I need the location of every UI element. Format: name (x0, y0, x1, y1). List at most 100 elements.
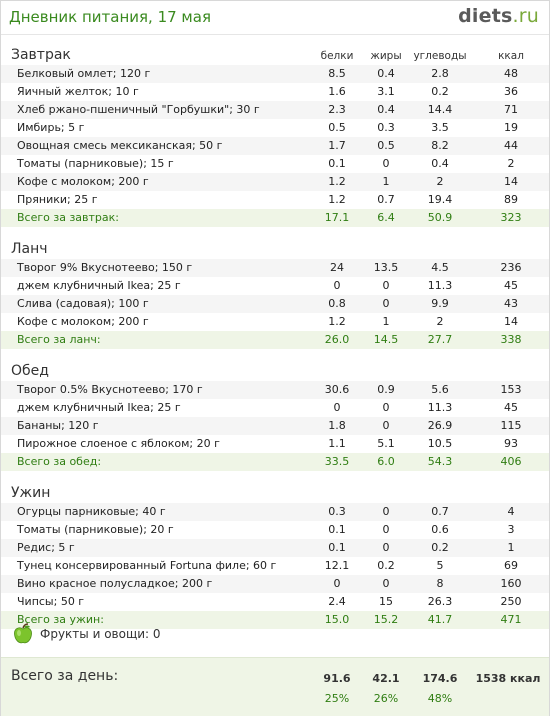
food-kcal: 153 (500, 383, 522, 396)
food-carbs: 2 (436, 175, 444, 188)
meal-spacer (1, 471, 549, 483)
food-fat: 0 (382, 419, 390, 432)
food-fat: 1 (382, 315, 390, 328)
meal-header: Завтрак белки жиры углеводы ккал (1, 45, 549, 65)
site-logo[interactable]: diets.ru (458, 5, 539, 27)
food-carbs: 11.3 (427, 401, 453, 414)
food-row[interactable]: Тунец консервированный Fortuna филе; 60 … (1, 557, 549, 575)
meal-name: Завтрак (11, 47, 71, 63)
meal-total-protein: 15.0 (324, 613, 350, 626)
food-kcal: 160 (500, 577, 522, 590)
meal-header: Обед (1, 361, 549, 381)
food-protein: 0.1 (328, 523, 346, 536)
meals-list: Завтрак белки жиры углеводы ккал Белковый омл… (1, 45, 549, 641)
food-carbs: 8 (436, 577, 444, 590)
food-row[interactable]: джем клубничный Ikea; 25 г 0 0 11.3 45 (1, 277, 549, 295)
food-row[interactable]: Творог 0.5% Вкуснотеево; 170 г 30.6 0.9 5.6… (1, 381, 549, 399)
food-row[interactable]: Вино красное полусладкое; 200 г 0 0 8 160 (1, 575, 549, 593)
food-row[interactable]: Овощная смесь мексиканская; 50 г 1.7 0.5 8.… (1, 137, 549, 155)
food-row[interactable]: Огурцы парниковые; 40 г 0.3 0 0.7 4 (1, 503, 549, 521)
food-kcal: 36 (504, 85, 518, 98)
meal-total-fat: 6.0 (377, 455, 395, 468)
food-protein: 1.7 (328, 139, 346, 152)
meal-total-protein: 26.0 (324, 333, 350, 346)
food-row[interactable]: Хлеб ржано-пшеничный "Горбушки"; 30 г 2.3… (1, 101, 549, 119)
meal-total-carbs: 41.7 (427, 613, 453, 626)
food-row[interactable]: Кофе с молоком; 200 г 1.2 1 2 14 (1, 313, 549, 331)
food-protein: 0.3 (328, 505, 346, 518)
meal-header: Ужин (1, 483, 549, 503)
food-row[interactable]: Бананы; 120 г 1.8 0 26.9 115 (1, 417, 549, 435)
food-protein: 1.2 (328, 315, 346, 328)
meal-total-row: Всего за ужин: 15.0 15.2 41.7 471 (1, 611, 549, 629)
logo-tld: .ru (512, 5, 539, 27)
food-protein: 0 (333, 279, 341, 292)
food-protein: 0 (333, 577, 341, 590)
food-protein: 2.3 (328, 103, 346, 116)
food-protein: 8.5 (328, 67, 346, 80)
food-kcal: 2 (507, 157, 515, 170)
meal-name: Ланч (11, 241, 48, 257)
food-name: Слива (садовая); 100 г (17, 297, 149, 310)
food-row[interactable]: Пирожное слоеное с яблоком; 20 г 1.1 5.1 10… (1, 435, 549, 453)
food-row[interactable]: Белковый омлет; 120 г 8.5 0.4 2.8 48 (1, 65, 549, 83)
food-kcal: 1 (507, 541, 515, 554)
food-protein: 1.6 (328, 85, 346, 98)
meal-total-protein: 17.1 (324, 211, 350, 224)
food-kcal: 14 (504, 315, 518, 328)
meal-name: Обед (11, 363, 49, 379)
food-name: Яичный желток; 10 г (17, 85, 139, 98)
food-kcal: 45 (504, 401, 518, 414)
food-carbs: 4.5 (431, 261, 449, 274)
food-carbs: 0.6 (431, 523, 449, 536)
food-name: Творог 9% Вкуснотеево; 150 г (17, 261, 193, 274)
food-row[interactable]: Творог 9% Вкуснотеево; 150 г 24 13.5 4.5 236 (1, 259, 549, 277)
food-fat: 0 (382, 401, 390, 414)
meal-total-kcal: 323 (500, 211, 522, 224)
food-row[interactable]: Пряники; 25 г 1.2 0.7 19.4 89 (1, 191, 549, 209)
meal-total-label: Всего за обед: (17, 455, 102, 468)
meal-header: Ланч (1, 239, 549, 259)
food-fat: 0 (382, 157, 390, 170)
food-carbs: 26.3 (427, 595, 453, 608)
food-fat: 0.9 (377, 383, 395, 396)
food-name: Чипсы; 50 г (17, 595, 85, 608)
food-name: Белковый омлет; 120 г (17, 67, 151, 80)
meal-total-row: Всего за завтрак: 17.1 6.4 50.9 323 (1, 209, 549, 227)
food-row[interactable]: Яичный желток; 10 г 1.6 3.1 0.2 36 (1, 83, 549, 101)
food-carbs: 0.4 (431, 157, 449, 170)
food-name: Кофе с молоком; 200 г (17, 175, 149, 188)
food-row[interactable]: джем клубничный Ikea; 25 г 0 0 11.3 45 (1, 399, 549, 417)
meal-total-carbs: 27.7 (427, 333, 453, 346)
day-total-protein: 91.6 (323, 672, 351, 685)
food-row[interactable]: Кофе с молоком; 200 г 1.2 1 2 14 (1, 173, 549, 191)
meal-name: Ужин (11, 485, 51, 501)
food-fat: 0.4 (377, 103, 395, 116)
meal-total-label: Всего за завтрак: (17, 211, 120, 224)
food-name: Хлеб ржано-пшеничный "Горбушки"; 30 г (17, 103, 260, 116)
meal-total-row: Всего за ланч: 26.0 14.5 27.7 338 (1, 331, 549, 349)
day-protein-percent: 25% (324, 692, 350, 705)
food-carbs: 0.2 (431, 541, 449, 554)
column-header-kcal: ккал (498, 50, 524, 62)
food-name: Огурцы парниковые; 40 г (17, 505, 166, 518)
logo-name: diets (458, 5, 513, 27)
food-name: джем клубничный Ikea; 25 г (17, 279, 181, 292)
food-row[interactable]: Томаты (парниковые); 20 г 0.1 0 0.6 3 (1, 521, 549, 539)
meal-total-kcal: 471 (500, 613, 522, 626)
food-row[interactable]: Томаты (парниковые); 15 г 0.1 0 0.4 2 (1, 155, 549, 173)
food-carbs: 8.2 (431, 139, 449, 152)
meal-total-carbs: 50.9 (427, 211, 453, 224)
meal-total-carbs: 54.3 (427, 455, 453, 468)
food-row[interactable]: Имбирь; 5 г 0.5 0.3 3.5 19 (1, 119, 549, 137)
meal-total-kcal: 338 (500, 333, 522, 346)
food-name: Томаты (парниковые); 15 г (17, 157, 174, 170)
food-row[interactable]: Редис; 5 г 0.1 0 0.2 1 (1, 539, 549, 557)
meal-spacer (1, 349, 549, 361)
food-row[interactable]: Слива (садовая); 100 г 0.8 0 9.9 43 (1, 295, 549, 313)
food-kcal: 250 (500, 595, 522, 608)
food-kcal: 48 (504, 67, 518, 80)
page-title: Дневник питания, 17 мая (9, 8, 211, 26)
food-row[interactable]: Чипсы; 50 г 2.4 15 26.3 250 (1, 593, 549, 611)
